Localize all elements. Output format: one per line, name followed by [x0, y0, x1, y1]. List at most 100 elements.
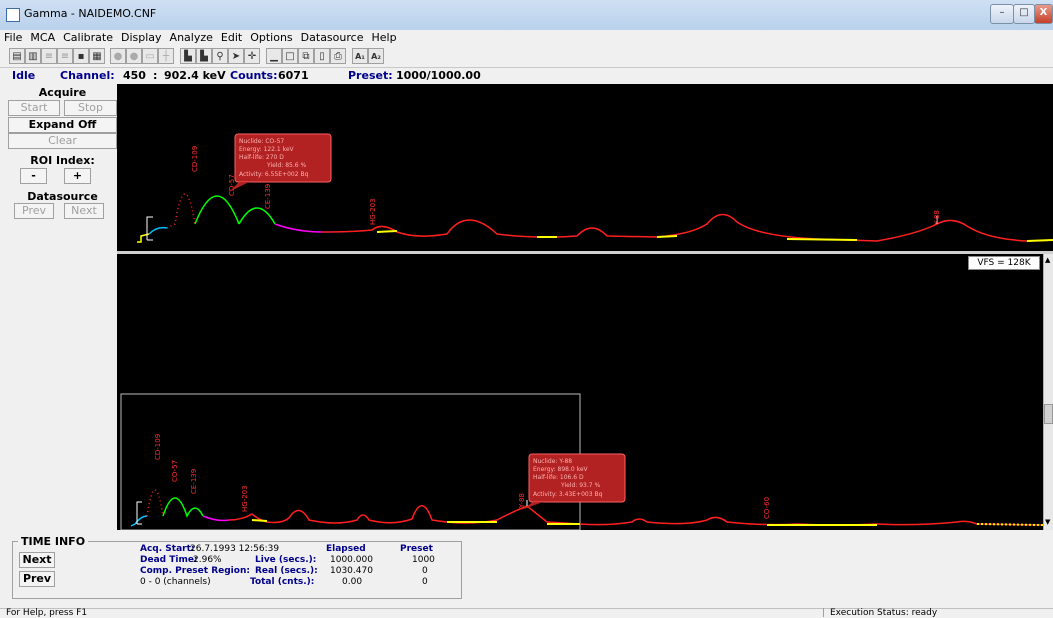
search-icon[interactable]: ⚲ [212, 48, 228, 64]
arrow-icon[interactable]: ➤ [228, 48, 244, 64]
time-info-prev-button[interactable]: Prev [19, 571, 55, 587]
menu-datasource[interactable]: Datasource [300, 31, 364, 44]
minimize-button[interactable]: – [990, 4, 1014, 24]
zoom-out-icon[interactable]: ▙ [196, 48, 212, 64]
live-elapsed: 1000.000 [330, 555, 373, 565]
expanded-spectrum-view[interactable]: CD-109 CD-57 CE-139 HG-203 Y-88 Nuclide:… [117, 84, 1053, 251]
start-acq-icon[interactable]: ● [110, 48, 126, 64]
acquire-label: Acquire [38, 86, 87, 99]
tile-icon[interactable]: ⧉ [298, 48, 314, 64]
total-label: Total (cnts.): [250, 577, 315, 587]
time-info-panel [12, 541, 462, 599]
channel-value: 450 [123, 69, 146, 82]
open-icon[interactable]: ▤ [9, 48, 25, 64]
live-label: Live (secs.): [255, 555, 317, 565]
stop-button[interactable]: Stop [64, 100, 117, 116]
stop-acq-icon[interactable]: ● [126, 48, 142, 64]
peak-label: Y-88 [933, 210, 941, 226]
zoom-in-icon[interactable]: ▙ [180, 48, 196, 64]
restore-spectrum-icon[interactable]: □ [282, 48, 298, 64]
print-icon[interactable]: ⎙ [330, 48, 346, 64]
peak-label: HG-203 [369, 198, 377, 225]
scroll-up-icon[interactable]: ▲ [1045, 256, 1051, 264]
print-preview-icon[interactable]: ▯ [314, 48, 330, 64]
counts-value: 6071 [278, 69, 309, 82]
menu-help[interactable]: Help [371, 31, 397, 44]
menu-options[interactable]: Options [250, 31, 293, 44]
comp-preset-label: Comp. Preset Region: [140, 566, 250, 576]
file-a-icon[interactable]: ≡ [41, 48, 57, 64]
channel-label: Channel: [60, 69, 115, 82]
splitter[interactable] [117, 251, 1053, 254]
peak-info-tooltip: Nuclide: Y-88 Energy: 898.0 keV Half-lif… [521, 453, 626, 510]
ab1-button[interactable]: A₁ [352, 48, 368, 64]
ab2-button[interactable]: A₂ [368, 48, 384, 64]
total-preset: 0 [422, 577, 428, 587]
cursor-icon[interactable]: ┼ [158, 48, 174, 64]
file-b-icon[interactable]: ≡ [57, 48, 73, 64]
menu-calibrate[interactable]: Calibrate [63, 31, 113, 44]
expand-region-box[interactable] [120, 393, 581, 531]
menu-file[interactable]: File [4, 31, 23, 44]
roi-prev-button[interactable]: - [20, 168, 47, 184]
expand-button[interactable]: Expand Off [8, 117, 117, 133]
real-preset: 0 [422, 566, 428, 576]
roi-next-button[interactable]: + [64, 168, 91, 184]
menu-bar: File MCA Calibrate Display Analyze Edit Option… [0, 30, 1053, 45]
clear-button[interactable]: Clear [8, 133, 117, 149]
energy-value: 902.4 keV [164, 69, 226, 82]
help-hint: For Help, press F1 [6, 608, 88, 618]
scroll-down-icon[interactable]: ▼ [1045, 518, 1051, 526]
counts-label: Counts: [230, 69, 278, 82]
roi-index-label: ROI Index: [30, 154, 95, 167]
save-icon[interactable]: ▥ [25, 48, 41, 64]
menu-edit[interactable]: Edit [220, 31, 243, 44]
menu-analyze[interactable]: Analyze [169, 31, 213, 44]
close-button[interactable]: X [1034, 4, 1053, 24]
total-elapsed: 0.00 [342, 577, 363, 587]
peak-label: CD-109 [191, 146, 199, 172]
maximize-button[interactable]: □ [1013, 4, 1035, 24]
peak-label: CE-139 [264, 184, 272, 209]
title-bar: Gamma - NAIDEMO.CNF – □ X [0, 0, 1053, 30]
start-button[interactable]: Start [8, 100, 60, 116]
status-line: Idle Channel: 450 : 902.4 keV Counts: 60… [8, 68, 1053, 82]
app-icon [6, 8, 20, 22]
tooltip-line: Energy: 122.1 keV [239, 146, 295, 153]
peak-label: CD-57 [228, 174, 236, 196]
comp-preset-value: 0 - 0 (channels) [140, 577, 211, 587]
datasource-prev-button[interactable]: Prev [14, 203, 54, 219]
preset-value: 1000/1000.00 [396, 69, 481, 82]
vertical-scrollbar[interactable]: ▲ ▼ [1043, 254, 1053, 530]
plus-icon[interactable]: ✛ [244, 48, 260, 64]
clear-icon[interactable]: ▭ [142, 48, 158, 64]
time-info-title: TIME INFO [18, 535, 89, 548]
toolbar: ▤ ▥ ≡ ≡ ▪ ▦ ● ● ▭ ┼ ▙ ▙ ⚲ ➤ ✛ ▁ □ ⧉ ▯ ⎙ … [0, 45, 1053, 68]
full-spectrum-plot: CD-109 CO-57 CE-139 HG-203 Y-88 CO-60 Nu… [120, 393, 1044, 531]
acq-start-label: Acq. Start: [140, 544, 195, 554]
import-icon[interactable]: ▦ [89, 48, 105, 64]
execution-status: Execution Status: ready [830, 608, 938, 618]
tooltip-line: Activity: 3.43E+003 Bq [533, 491, 603, 498]
status-bar [0, 608, 1053, 618]
live-preset: 1000 [412, 555, 435, 565]
real-elapsed: 1030.470 [330, 566, 373, 576]
minimize-spectrum-icon[interactable]: ▁ [266, 48, 282, 64]
dead-time-label: Dead Time: [140, 555, 198, 565]
menu-mca[interactable]: MCA [30, 31, 56, 44]
time-info-next-button[interactable]: Next [19, 552, 55, 568]
peak-label: HG-203 [241, 485, 249, 512]
vfs-indicator: VFS = 128K [968, 256, 1040, 270]
peak-label: CO-57 [171, 460, 179, 482]
peak-label: Y-88 [518, 493, 526, 509]
expanded-spectrum-plot: CD-109 CD-57 CE-139 HG-203 Y-88 Nuclide:… [137, 133, 1053, 243]
disk-icon[interactable]: ▪ [73, 48, 89, 64]
scrollbar-thumb[interactable] [1044, 404, 1053, 424]
datasource-next-button[interactable]: Next [64, 203, 104, 219]
menu-display[interactable]: Display [121, 31, 162, 44]
peak-label: CD-109 [154, 434, 162, 460]
full-spectrum-view[interactable]: CD-109 CO-57 CE-139 HG-203 Y-88 CO-60 Nu… [117, 254, 1044, 531]
datasource-label: Datasource [27, 190, 98, 203]
tooltip-line: Nuclide: Y-88 [533, 458, 572, 465]
tooltip-line: Energy: 898.0 keV [533, 466, 589, 473]
